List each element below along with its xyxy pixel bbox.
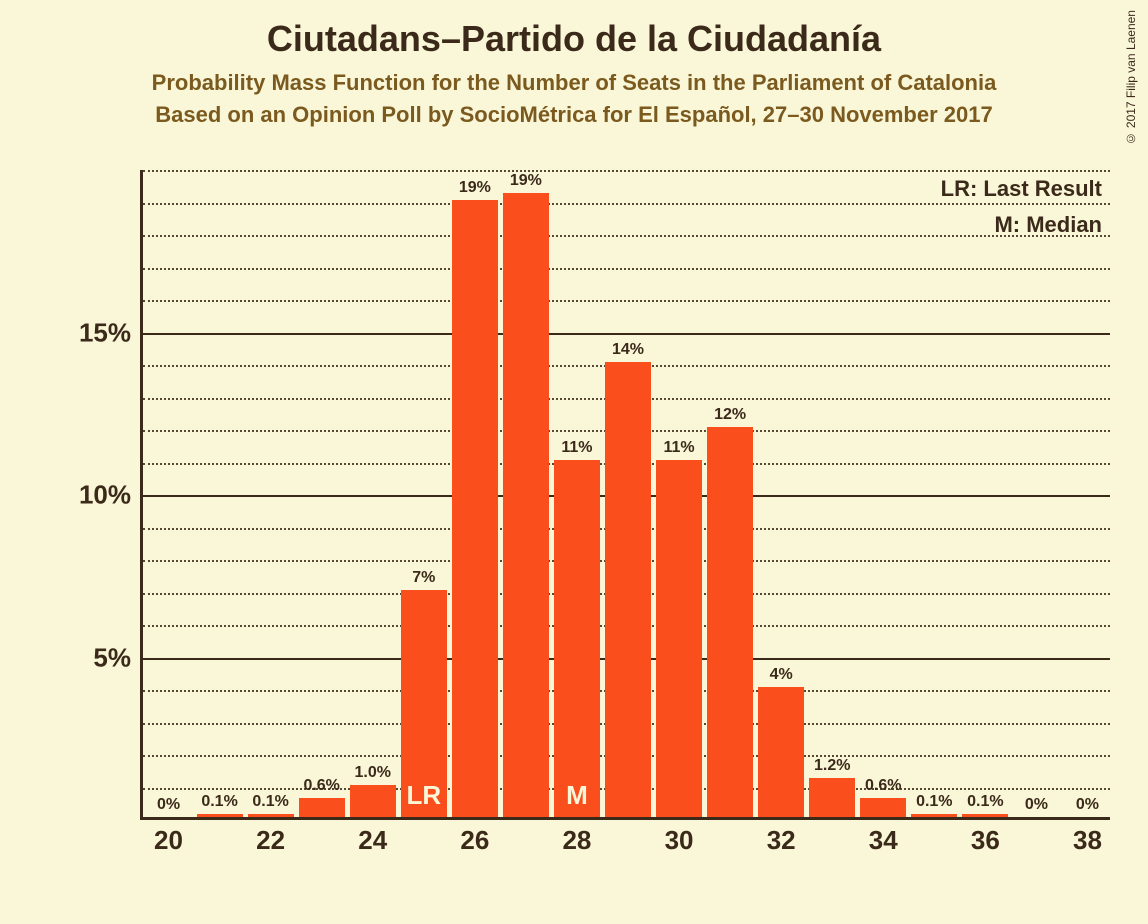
bar-value-label: 12% [714,406,746,424]
bar-value-label: 0.1% [201,793,237,811]
bar: 1.2% [809,778,855,817]
bar: 0.6% [299,798,345,818]
x-axis-label: 32 [767,825,796,856]
x-axis-label: 36 [971,825,1000,856]
gridline-major [143,333,1110,335]
gridline-minor [143,268,1110,270]
bar-value-label: 0% [1076,796,1099,814]
y-axis-label: 10% [79,480,131,511]
bar: 19% [452,200,498,818]
chart-subtitle-1: Probability Mass Function for the Number… [0,70,1148,96]
gridline-minor [143,170,1110,172]
bar-value-label: 1.2% [814,757,850,775]
x-axis-label: 38 [1073,825,1102,856]
bar-value-label: 0.1% [967,793,1003,811]
y-axis-label: 15% [79,317,131,348]
bar: 0.1% [248,814,294,817]
gridline-minor [143,300,1110,302]
bar: 4% [758,687,804,817]
bar-value-label: 0.6% [865,777,901,795]
bar-value-label: 0.1% [252,793,288,811]
bar-value-label: 11% [561,439,592,457]
bar-annotation: LR [406,780,441,811]
bar: 7%LR [401,590,447,818]
legend: LR: Last Result M: Median [941,176,1102,248]
x-axis-label: 34 [869,825,898,856]
bar-value-label: 0% [157,796,180,814]
bar: 0.6% [860,798,906,818]
bar-value-label: 11% [663,439,694,457]
bar: 11%M [554,460,600,818]
titles-block: Ciutadans–Partido de la Ciudadanía Proba… [0,0,1148,128]
x-axis-label: 20 [154,825,183,856]
bar-value-label: 14% [612,341,644,359]
bar-value-label: 19% [510,172,542,190]
bar-value-label: 19% [459,179,491,197]
bar: 14% [605,362,651,817]
copyright-text: © 2017 Filip van Laenen [1124,10,1138,145]
chart-subtitle-2: Based on an Opinion Poll by SocioMétrica… [0,102,1148,128]
bar: 1.0% [350,785,396,818]
gridline-minor [143,203,1110,205]
bar: 11% [656,460,702,818]
x-axis-label: 28 [562,825,591,856]
x-axis-label: 30 [665,825,694,856]
bar: 12% [707,427,753,817]
bar: 19% [503,193,549,817]
bar: 0.1% [911,814,957,817]
x-axis-label: 24 [358,825,387,856]
bar: 0.1% [197,814,243,817]
x-axis-label: 22 [256,825,285,856]
plot-area: LR: Last Result M: Median 5%10%15%202224… [140,170,1110,820]
bar-value-label: 4% [770,666,793,684]
legend-lr: LR: Last Result [941,176,1102,202]
chart-title: Ciutadans–Partido de la Ciudadanía [0,18,1148,60]
gridline-minor [143,235,1110,237]
bar-value-label: 7% [412,569,435,587]
bar-value-label: 0% [1025,796,1048,814]
y-axis-label: 5% [93,642,131,673]
chart-container: LR: Last Result M: Median 5% 10% 15% 20 22 24… [70,170,1120,860]
bar-annotation: M [566,780,588,811]
bar-value-label: 1.0% [354,764,390,782]
bar-value-label: 0.6% [303,777,339,795]
bar: 0.1% [962,814,1008,817]
x-axis-label: 26 [460,825,489,856]
bar-value-label: 0.1% [916,793,952,811]
